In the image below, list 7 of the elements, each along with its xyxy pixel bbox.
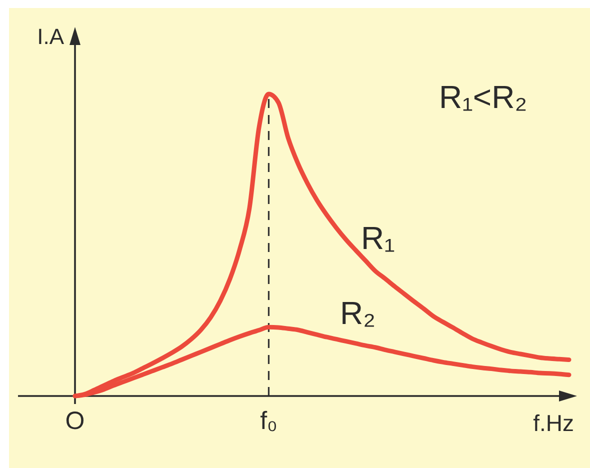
- x-axis-title: f.Hz: [533, 410, 574, 436]
- y-axis-title: I.A: [37, 24, 64, 49]
- series-label: R₂: [340, 295, 376, 331]
- x-tick-label: O: [65, 406, 85, 435]
- annotation: R₁<R₂: [439, 79, 528, 115]
- x-tick-label: f₀: [260, 406, 278, 435]
- series-label: R₁: [361, 220, 395, 256]
